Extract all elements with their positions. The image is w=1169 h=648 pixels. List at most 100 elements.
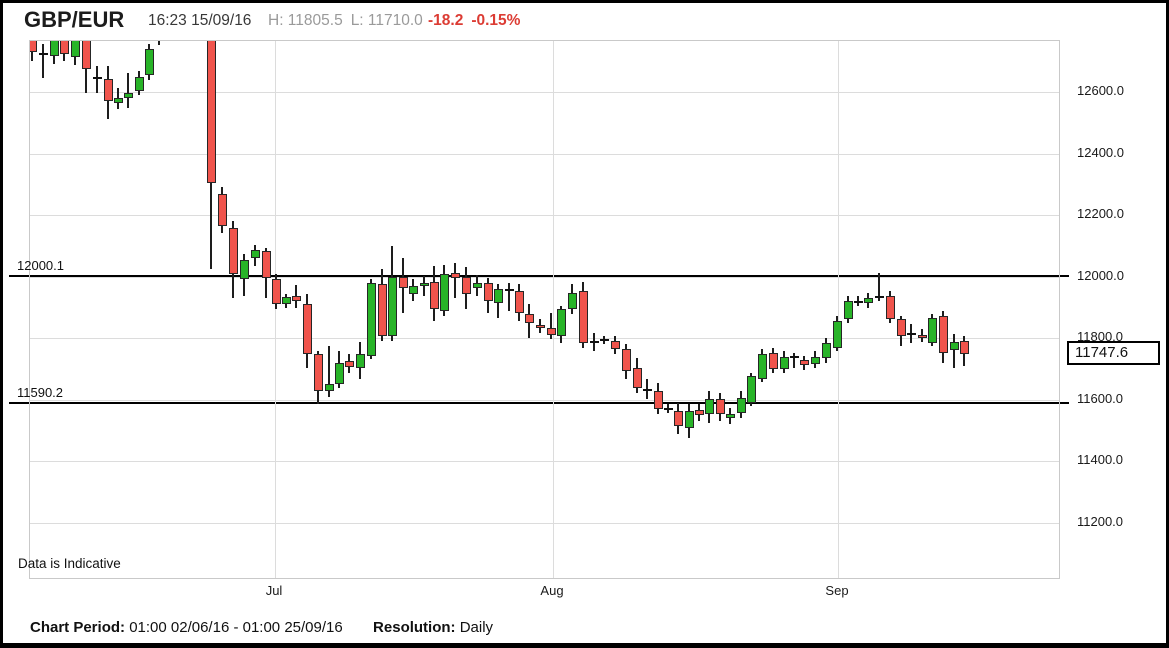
candle-wick	[508, 282, 510, 311]
candle	[684, 410, 694, 429]
price-gridline	[30, 154, 1059, 155]
change-readout: -18.2 -0.15%	[428, 12, 528, 30]
widget-border-top	[0, 0, 1169, 3]
candle-wick	[158, 41, 160, 46]
candle	[206, 41, 216, 184]
candle	[768, 353, 778, 370]
candle	[906, 333, 916, 336]
x-axis-month-label: Jul	[265, 583, 283, 598]
y-axis-tick-label: 11200.0	[1077, 514, 1124, 529]
candle	[610, 341, 620, 350]
candle	[291, 295, 301, 301]
candle	[429, 282, 439, 310]
high-low-readout: H: 11805.5 L: 11710.0	[268, 12, 431, 30]
plot-area[interactable]	[29, 40, 1060, 579]
candle-wick	[857, 295, 859, 306]
candle	[123, 92, 133, 98]
candle	[49, 41, 59, 56]
last-price-value: 11747.6	[1075, 344, 1129, 361]
candle	[261, 250, 271, 279]
candle	[271, 278, 281, 304]
candle	[92, 76, 102, 79]
candle	[313, 353, 323, 391]
candle	[779, 357, 789, 370]
candle	[59, 41, 69, 54]
x-axis-month-label: Aug	[540, 583, 564, 598]
price-gridline	[30, 338, 1059, 339]
widget-border-bottom	[0, 643, 1169, 648]
price-gridline	[30, 277, 1059, 278]
session-low: L: 11710.0	[350, 12, 423, 29]
candle	[387, 277, 397, 337]
candle	[789, 356, 799, 359]
candle	[250, 250, 260, 259]
candle	[524, 314, 534, 323]
candle	[408, 286, 418, 295]
candle	[715, 398, 725, 414]
month-gridline	[553, 41, 554, 578]
price-gridline	[30, 92, 1059, 93]
indicative-watermark: Data is Indicative	[18, 556, 121, 571]
candle	[863, 298, 873, 303]
y-axis-tick-label: 12000.0	[1077, 268, 1124, 283]
candle	[355, 353, 365, 369]
resolution-label: Resolution:	[373, 619, 456, 636]
candle	[694, 409, 704, 415]
candle-wick	[127, 72, 129, 108]
candle	[493, 288, 503, 303]
candle	[642, 389, 652, 392]
candle	[546, 328, 556, 335]
candle	[567, 293, 577, 310]
candle	[949, 341, 959, 350]
level-label: 11590.2	[17, 385, 64, 400]
price-gridline	[30, 215, 1059, 216]
candle	[103, 79, 113, 101]
candle	[324, 384, 334, 391]
candle	[589, 341, 599, 344]
session-high: H: 11805.5	[268, 12, 343, 29]
level-line	[9, 402, 1069, 404]
candle	[673, 411, 683, 426]
candle	[483, 282, 493, 301]
y-axis-tick-label: 11600.0	[1077, 391, 1124, 406]
candle	[599, 338, 609, 341]
y-axis-tick-label: 12600.0	[1077, 83, 1124, 98]
candle	[938, 315, 948, 354]
candle	[736, 397, 746, 414]
chart-period-value: 01:00 02/06/16 - 01:00 25/09/16	[129, 619, 343, 636]
candle	[113, 97, 123, 103]
candle	[746, 376, 756, 403]
price-gridline	[30, 523, 1059, 524]
candle	[874, 295, 884, 298]
candle	[663, 408, 673, 411]
level-label: 12000.1	[17, 258, 64, 273]
y-axis-tick-label: 11800.0	[1077, 329, 1124, 344]
candle	[461, 277, 471, 295]
widget-border-right	[1166, 0, 1169, 648]
candle	[239, 259, 249, 279]
candle	[134, 76, 144, 92]
candle	[450, 273, 460, 279]
candle	[144, 48, 154, 76]
candle-wick	[454, 262, 456, 299]
candle	[959, 341, 969, 355]
candle	[885, 295, 895, 319]
candle	[632, 368, 642, 389]
candle	[725, 413, 735, 418]
change-percent: -0.15%	[471, 12, 521, 29]
candle-wick	[793, 353, 795, 369]
candle	[504, 288, 514, 291]
candle	[832, 321, 842, 348]
candle	[556, 309, 566, 337]
candle	[472, 282, 482, 288]
candle	[334, 362, 344, 384]
candle	[535, 325, 545, 329]
candle	[917, 334, 927, 338]
candle	[821, 342, 831, 358]
chart-footer: Chart Period: 01:00 02/06/16 - 01:00 25/…	[30, 619, 493, 636]
x-axis-month-label: Sep	[825, 583, 849, 598]
candle-wick	[328, 345, 330, 398]
candle-wick	[550, 313, 552, 339]
candle	[302, 303, 312, 354]
